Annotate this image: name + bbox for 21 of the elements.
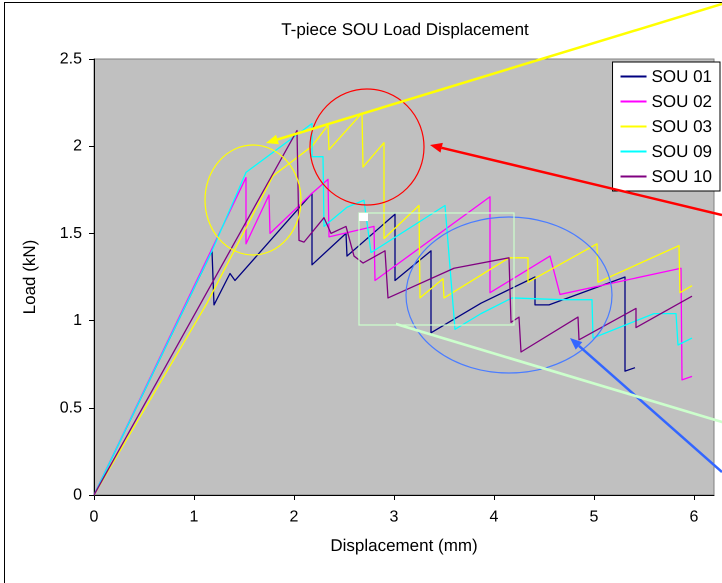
legend-label: SOU 01 [652,67,712,86]
x-tick-label: 4 [490,508,499,526]
y-tick-label: 0 [73,486,82,504]
x-tick-label: 1 [190,508,199,526]
y-tick-label: 0.5 [60,399,82,416]
x-tick-label: 0 [90,508,99,526]
x-axis-title: Displacement (mm) [330,536,478,555]
y-tick-label: 2.5 [60,50,82,68]
x-tick-label: 6 [690,508,699,526]
legend-label: SOU 02 [652,92,712,111]
x-tick-label: 2 [290,508,299,526]
y-tick-label: 1.5 [60,224,82,242]
y-axis-title: Load (kN) [20,240,39,314]
y-tick-label: 1 [73,312,82,330]
legend-label: SOU 03 [652,117,712,136]
chart-title: T-piece SOU Load Displacement [281,20,530,39]
legend-label: SOU 09 [652,142,712,161]
y-tick-label: 2 [73,138,82,155]
legend-label: SOU 10 [652,167,712,186]
x-tick-label: 3 [390,508,399,526]
x-tick-label: 5 [590,508,599,526]
